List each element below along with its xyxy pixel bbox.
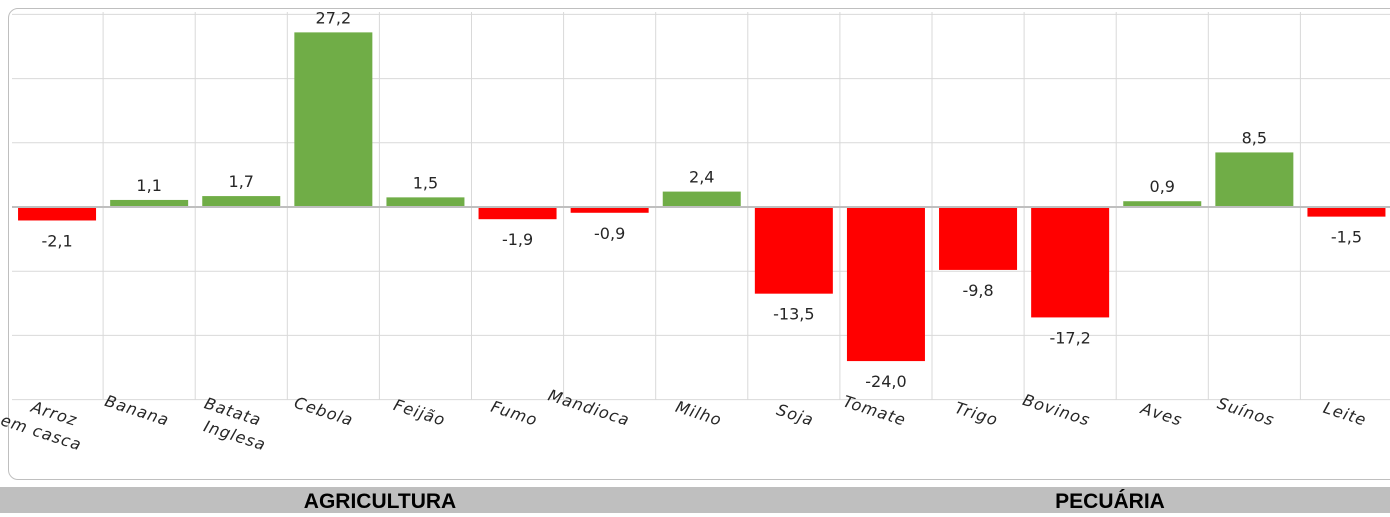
bar (662, 191, 741, 207)
data-label: 1,5 (413, 173, 438, 192)
bar (294, 32, 373, 207)
data-label: -13,5 (773, 305, 814, 324)
tick-label: Mandioca (546, 386, 632, 430)
tick-label: Cebola (292, 393, 356, 430)
bar (18, 207, 97, 221)
data-label: -0,9 (594, 224, 625, 243)
data-label: -9,8 (962, 281, 993, 300)
category-group-band: AGRICULTURA PECUÁRIA (0, 487, 1390, 513)
data-label: -1,9 (502, 230, 533, 249)
data-label: -17,2 (1049, 328, 1090, 347)
data-label: 8,5 (1242, 128, 1267, 147)
tick-label: Leite (1321, 398, 1369, 430)
bar (1031, 207, 1110, 318)
tick-label: Aves (1138, 398, 1185, 430)
bar (202, 196, 281, 207)
tick-label: Fumo (489, 397, 541, 430)
tick-label: Soja (774, 400, 816, 430)
bar (1307, 207, 1386, 217)
chart-frame (8, 8, 1390, 480)
data-label: -2,1 (41, 231, 72, 250)
data-label: 0,9 (1150, 177, 1175, 196)
bar (846, 207, 925, 362)
tick-label: Tomate (841, 392, 909, 430)
tick-label: Feijão (391, 395, 448, 430)
bar (478, 207, 557, 220)
bar (386, 197, 465, 207)
tick-label: BatataInglesa (195, 394, 275, 455)
tick-label: Suínos (1215, 393, 1277, 429)
bar (570, 207, 649, 213)
data-label: -1,5 (1331, 228, 1362, 247)
data-label: 1,7 (229, 172, 254, 191)
group-label-pecuaria: PECUÁRIA (1055, 490, 1165, 513)
bar (110, 199, 189, 207)
bar (1215, 152, 1294, 207)
bar (754, 207, 833, 294)
group-label-agricultura: AGRICULTURA (303, 490, 457, 513)
bar-chart: -2,1 1,1 1,7 27,2 1,5 -1,9 -0,9 2,4 -13,5 -24,0 -9… (0, 8, 1390, 455)
tick-label: Bovinos (1020, 390, 1092, 430)
bar (1123, 201, 1202, 207)
tick-label: Milho (673, 397, 724, 430)
data-label: 27,2 (316, 8, 352, 27)
bar (939, 207, 1018, 270)
data-label: 1,1 (136, 176, 161, 195)
tick-label: Banana (103, 391, 172, 430)
data-label: 2,4 (689, 168, 714, 187)
data-label: -24,0 (865, 372, 906, 391)
tick-label: Trigo (952, 398, 1000, 430)
